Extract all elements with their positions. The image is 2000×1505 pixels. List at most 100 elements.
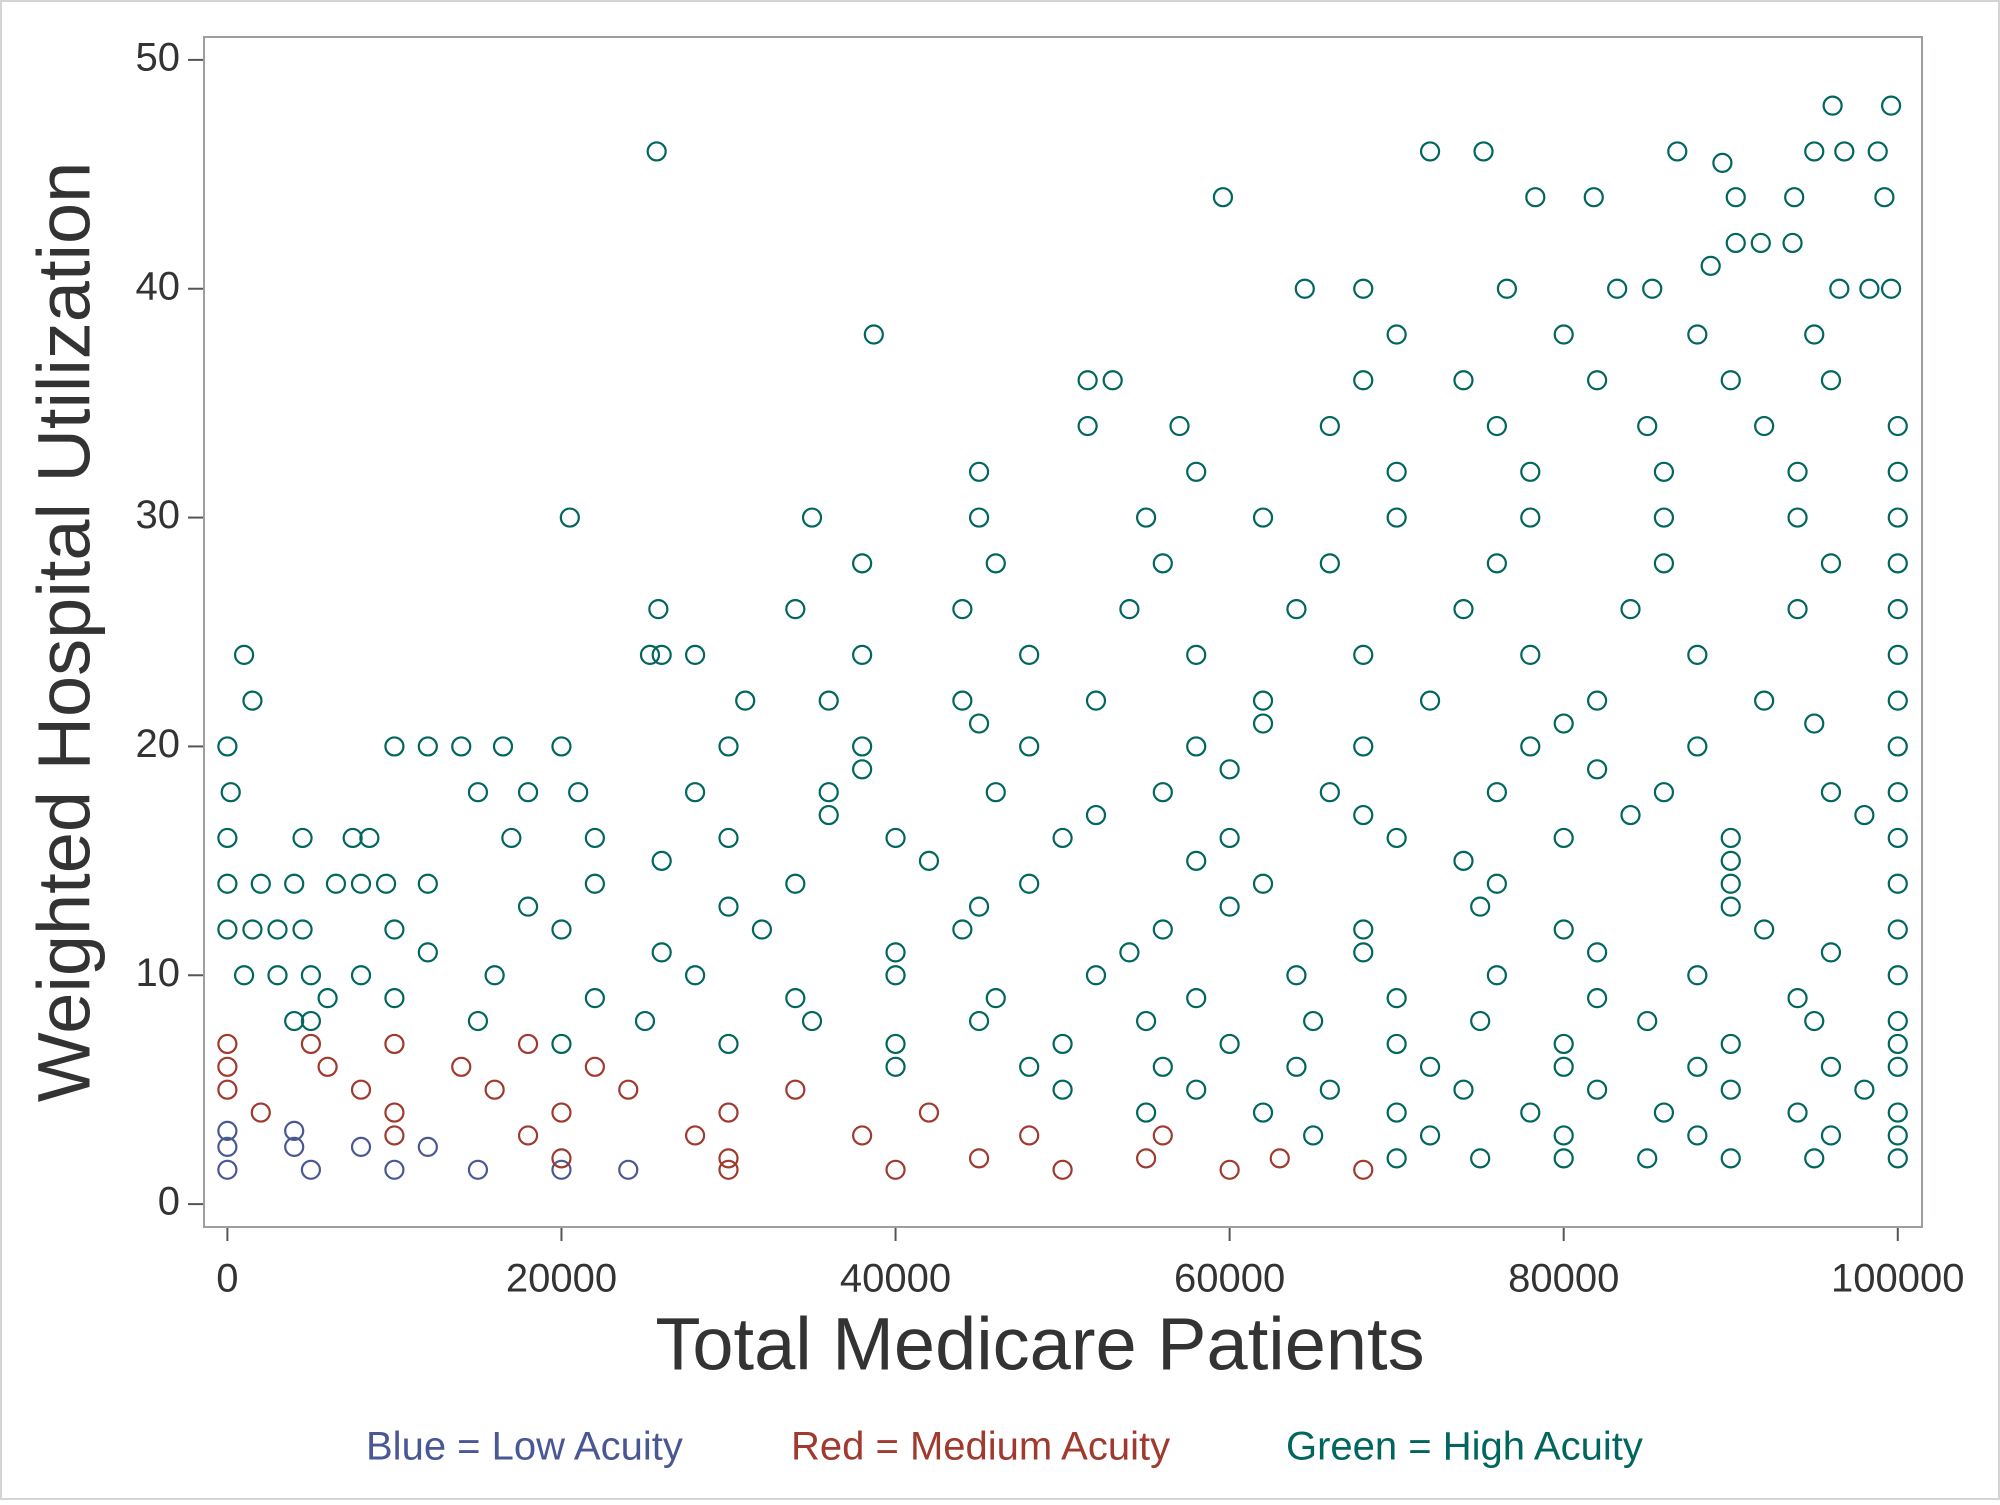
data-point <box>1804 1148 1825 1169</box>
data-point <box>885 942 906 963</box>
data-point <box>1750 232 1771 254</box>
data-point <box>1052 1033 1073 1055</box>
data-point <box>1386 461 1407 482</box>
data-point <box>1887 553 1908 574</box>
data-point <box>1607 278 1628 299</box>
data-point <box>501 827 522 849</box>
data-point <box>584 873 605 894</box>
x-axis-label: Total Medicare Patients <box>655 1303 1424 1386</box>
data-point <box>551 1159 572 1180</box>
data-point <box>1687 644 1708 665</box>
data-point <box>684 782 706 803</box>
data-point <box>1887 599 1908 620</box>
data-point <box>1720 873 1741 894</box>
data-point <box>1219 759 1240 780</box>
data-point <box>292 919 313 940</box>
data-point <box>375 873 397 894</box>
data-point <box>852 553 873 574</box>
data-point <box>300 1010 322 1032</box>
data-point <box>968 1010 990 1032</box>
x-tick-label: 60000 <box>1174 1257 1285 1301</box>
plot-frame <box>203 36 1923 1228</box>
data-point <box>1587 370 1608 391</box>
data-point <box>1453 1079 1474 1100</box>
data-point <box>852 1125 873 1146</box>
data-point <box>551 1033 572 1055</box>
data-point <box>1152 1056 1173 1077</box>
data-point <box>1620 804 1641 826</box>
data-point <box>918 1102 940 1123</box>
data-point <box>1520 507 1541 528</box>
data-point <box>1252 690 1274 711</box>
data-point <box>317 988 338 1009</box>
data-point <box>1887 415 1908 437</box>
data-point <box>1319 1079 1340 1100</box>
data-point <box>417 736 438 757</box>
data-point <box>284 873 305 894</box>
data-point <box>1784 187 1805 208</box>
data-point <box>1637 1010 1658 1032</box>
data-point <box>1052 1159 1073 1180</box>
data-point <box>1880 95 1902 116</box>
data-point <box>242 690 263 711</box>
data-point <box>801 507 823 528</box>
data-point <box>885 965 906 986</box>
data-point <box>1303 1010 1324 1032</box>
data-point <box>1620 599 1641 620</box>
data-point <box>1887 1010 1908 1032</box>
data-point <box>1787 1102 1808 1123</box>
data-point <box>1820 553 1842 574</box>
data-point <box>1887 919 1908 940</box>
data-point <box>559 507 580 528</box>
data-point <box>1834 141 1855 162</box>
data-point <box>484 1079 505 1100</box>
data-point <box>1152 1125 1173 1146</box>
data-point <box>634 1010 656 1032</box>
data-point <box>384 736 405 757</box>
y-tick-label: 0 <box>158 1180 180 1224</box>
data-point <box>1419 690 1441 711</box>
data-point <box>217 827 238 849</box>
data-point <box>818 782 839 803</box>
data-point <box>1386 507 1407 528</box>
data-point <box>1353 1159 1374 1180</box>
data-point <box>1687 1125 1708 1146</box>
data-point <box>1553 919 1574 940</box>
x-tick-label: 40000 <box>840 1257 951 1301</box>
data-point <box>1829 278 1850 299</box>
x-tick-label: 100000 <box>1831 1257 1964 1301</box>
data-point <box>350 873 372 894</box>
data-point <box>1520 736 1541 757</box>
data-point <box>350 1079 372 1100</box>
data-point <box>968 1148 990 1169</box>
data-point <box>1286 599 1307 620</box>
data-point <box>684 644 706 665</box>
data-point <box>1136 1148 1157 1169</box>
data-point <box>718 1159 739 1180</box>
data-point <box>1687 1056 1708 1077</box>
data-point <box>648 599 669 620</box>
data-point <box>618 1159 639 1180</box>
data-point <box>1419 1125 1441 1146</box>
data-point <box>751 919 773 940</box>
data-point <box>885 1033 906 1055</box>
data-point <box>1453 370 1474 391</box>
data-point <box>1720 827 1741 849</box>
x-tick-label: 80000 <box>1508 1257 1619 1301</box>
data-point <box>1787 599 1808 620</box>
data-point <box>217 1033 238 1055</box>
data-point <box>1286 965 1307 986</box>
data-point <box>517 1033 539 1055</box>
data-point <box>250 1102 271 1123</box>
data-point <box>1353 942 1374 963</box>
data-point <box>1754 919 1775 940</box>
data-point <box>1019 736 1040 757</box>
data-point <box>267 919 288 940</box>
data-point <box>818 690 839 711</box>
data-point <box>1520 644 1541 665</box>
data-point <box>1587 759 1608 780</box>
data-point <box>1219 827 1240 849</box>
data-point <box>1653 553 1675 574</box>
